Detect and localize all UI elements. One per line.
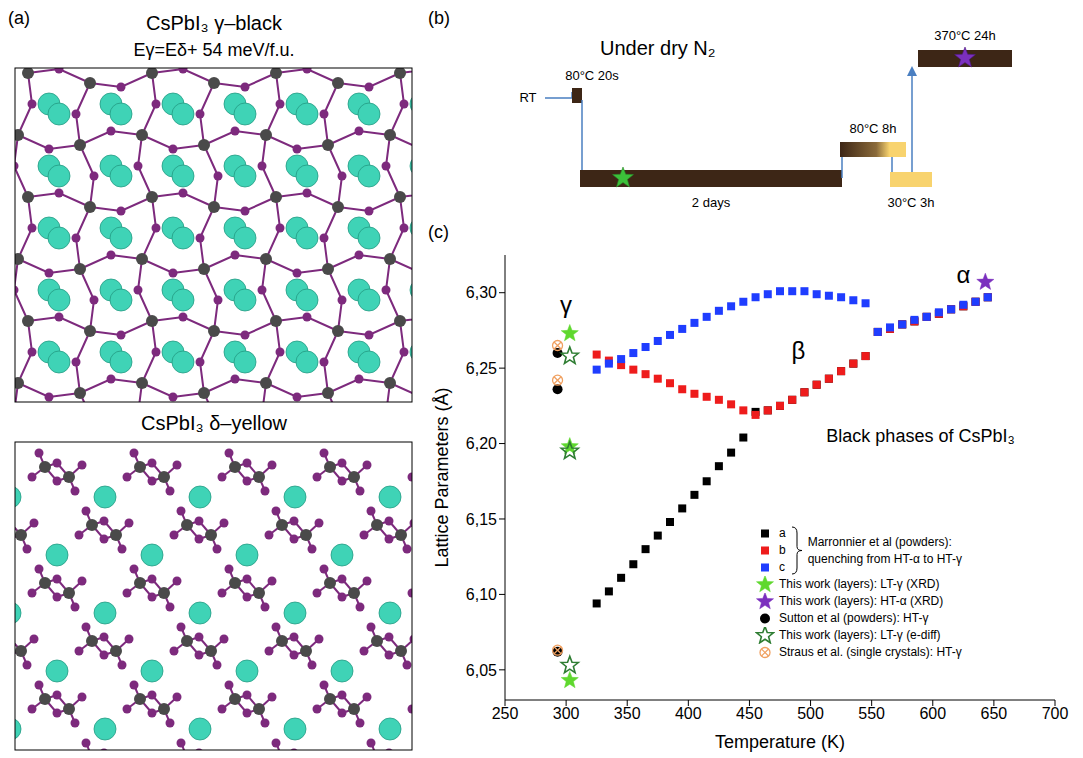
html-text:a: a bbox=[779, 526, 786, 540]
svg-text:Eγ=Eδ+ 54 meV/f.u.: Eγ=Eδ+ 54 meV/f.u. bbox=[133, 40, 294, 60]
svg-text:CsPbI₃ γ–black: CsPbI₃ γ–black bbox=[146, 12, 283, 34]
svg-text:650: 650 bbox=[981, 705, 1008, 722]
html-text:Straus et al. (single crystals: Straus et al. (single crystals): HT-γ bbox=[779, 645, 962, 659]
svg-text:Temperature (K): Temperature (K) bbox=[715, 732, 845, 752]
html-text:This work (layers): LT-γ (e-di: This work (layers): LT-γ (e-diff) bbox=[779, 628, 941, 642]
svg-text:600: 600 bbox=[919, 705, 946, 722]
svg-text:6,20: 6,20 bbox=[466, 435, 497, 452]
svg-text:550: 550 bbox=[858, 705, 885, 722]
html-text:b: b bbox=[779, 543, 786, 557]
svg-text:Black phases of CsPbI₃: Black phases of CsPbI₃ bbox=[826, 426, 1014, 446]
svg-text:6,15: 6,15 bbox=[466, 511, 497, 528]
svg-text:350: 350 bbox=[614, 705, 641, 722]
svg-text:700: 700 bbox=[1042, 705, 1069, 722]
html-text:c: c bbox=[779, 560, 785, 574]
html-text:This work (layers): HT-α (XRD): This work (layers): HT-α (XRD) bbox=[779, 594, 944, 608]
svg-text:γ: γ bbox=[560, 291, 572, 318]
svg-text:6,30: 6,30 bbox=[466, 284, 497, 301]
svg-text:6,10: 6,10 bbox=[466, 586, 497, 603]
html-text:Marronnier et al (powders):: Marronnier et al (powders): bbox=[807, 534, 952, 549]
svg-text:2 days: 2 days bbox=[692, 195, 731, 210]
svg-text:α: α bbox=[956, 261, 970, 288]
svg-text:6,05: 6,05 bbox=[466, 662, 497, 679]
svg-text:(b): (b) bbox=[428, 8, 450, 28]
svg-text:(a): (a) bbox=[8, 8, 30, 28]
svg-text:250: 250 bbox=[492, 705, 519, 722]
svg-text:RT: RT bbox=[519, 90, 536, 105]
html-text:This work (layers): LT-γ (XRD): This work (layers): LT-γ (XRD) bbox=[779, 577, 940, 591]
svg-text:β: β bbox=[791, 337, 805, 364]
svg-text:500: 500 bbox=[797, 705, 824, 722]
svg-text:Lattice Parameters (Å): Lattice Parameters (Å) bbox=[432, 387, 452, 567]
svg-text:300: 300 bbox=[553, 705, 580, 722]
html-text:(c): (c) bbox=[428, 222, 449, 242]
svg-text:80°C 20s: 80°C 20s bbox=[565, 68, 619, 83]
svg-text:370°C 24h: 370°C 24h bbox=[934, 28, 996, 43]
svg-text:Under dry N₂: Under dry N₂ bbox=[600, 37, 716, 59]
html-text:Sutton et al (powders): HT-γ: Sutton et al (powders): HT-γ bbox=[779, 611, 929, 625]
svg-text:CsPbI₃ δ–yellow: CsPbI₃ δ–yellow bbox=[141, 412, 288, 434]
svg-text:80°C 8h: 80°C 8h bbox=[849, 121, 896, 136]
html-text:quenching from HT-α to HT-γ: quenching from HT-α to HT-γ bbox=[807, 551, 962, 566]
svg-text:6,25: 6,25 bbox=[466, 360, 497, 377]
svg-text:400: 400 bbox=[675, 705, 702, 722]
svg-text:450: 450 bbox=[736, 705, 763, 722]
svg-text:30°C 3h: 30°C 3h bbox=[887, 195, 934, 210]
